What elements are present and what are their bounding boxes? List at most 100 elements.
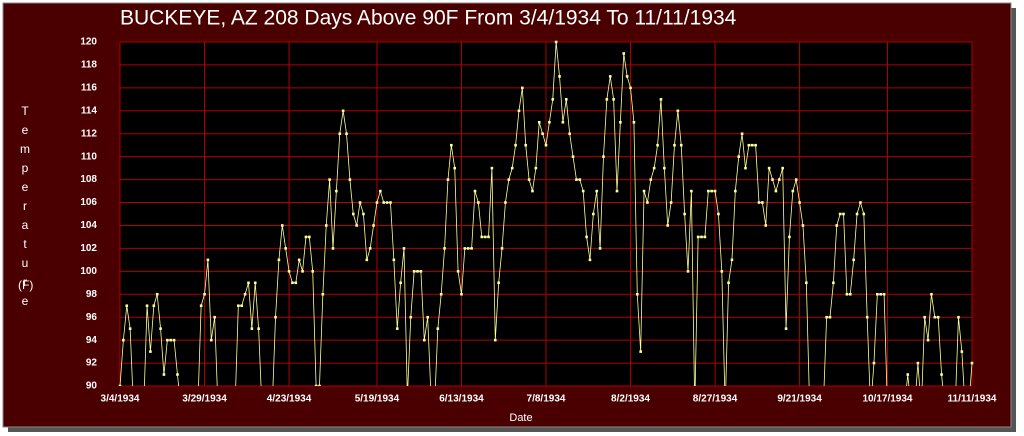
x-tick-label: 5/19/1934 — [355, 394, 400, 405]
data-point — [470, 247, 473, 250]
data-point — [446, 178, 450, 181]
x-axis-label: Date — [509, 412, 532, 424]
data-point — [564, 98, 568, 101]
data-point — [439, 292, 443, 296]
data-point — [659, 98, 663, 101]
data-point — [203, 292, 206, 296]
data-point — [615, 189, 619, 193]
data-point — [362, 212, 365, 216]
data-point — [683, 212, 686, 216]
data-point — [314, 384, 318, 386]
data-point — [155, 292, 159, 296]
data-point — [720, 270, 724, 273]
data-point — [700, 235, 703, 239]
data-point — [287, 270, 291, 273]
x-tick-label: 11/11/1934 — [948, 394, 997, 405]
data-point — [122, 338, 125, 342]
data-point — [882, 292, 886, 296]
data-point — [510, 166, 514, 170]
data-point — [855, 212, 859, 216]
data-point — [531, 189, 534, 193]
x-tick-label: 6/13/1934 — [439, 394, 484, 405]
data-point — [612, 98, 615, 101]
y-tick-label: 106 — [80, 197, 97, 208]
data-point — [389, 201, 392, 204]
data-point — [764, 224, 768, 227]
data-point — [355, 224, 358, 227]
data-point — [304, 235, 308, 239]
y-tick-label: 100 — [80, 266, 97, 277]
data-point — [368, 247, 372, 250]
data-point — [521, 86, 524, 90]
x-tick-label: 7/8/1934 — [527, 394, 566, 405]
data-point — [341, 109, 345, 113]
data-point — [801, 224, 805, 227]
data-point — [149, 350, 152, 353]
series — [118, 40, 974, 386]
data-point — [162, 373, 166, 376]
data-point — [284, 247, 287, 250]
data-point — [598, 247, 602, 250]
data-point — [666, 224, 670, 227]
data-point — [642, 189, 646, 193]
data-point — [348, 178, 352, 181]
y-tick-label: 90 — [86, 381, 98, 392]
y-tick-label: 96 — [86, 312, 98, 323]
data-point — [916, 361, 920, 365]
data-point — [463, 247, 467, 250]
grid — [119, 41, 973, 387]
data-point — [585, 235, 588, 239]
y-tick-label: 112 — [81, 128, 98, 139]
data-point — [166, 338, 169, 342]
data-point — [436, 327, 440, 330]
data-point — [213, 315, 216, 319]
data-point — [771, 178, 774, 181]
data-point — [781, 166, 784, 170]
data-point — [206, 258, 210, 262]
data-point — [794, 178, 798, 181]
data-point — [243, 292, 247, 296]
data-point — [575, 178, 578, 181]
data-point — [497, 281, 500, 285]
data-point — [338, 132, 342, 136]
data-point — [551, 98, 555, 101]
x-tick-label: 3/4/1934 — [101, 394, 140, 405]
data-point — [514, 143, 517, 147]
data-point — [862, 212, 866, 216]
data-point — [717, 212, 720, 216]
data-point — [504, 201, 507, 204]
y-axis-unit: (F) — [18, 278, 34, 292]
data-point — [524, 143, 528, 147]
data-point — [635, 292, 639, 296]
data-point — [128, 327, 132, 330]
data-point — [493, 338, 497, 342]
data-point — [176, 373, 179, 376]
data-point — [595, 189, 599, 193]
data-point — [311, 270, 315, 273]
data-point — [335, 189, 338, 193]
data-point — [301, 270, 304, 273]
y-tick-label: 108 — [80, 174, 97, 185]
data-point — [933, 315, 937, 319]
data-point — [477, 201, 480, 204]
data-point — [646, 201, 649, 204]
data-point — [686, 270, 690, 273]
data-point — [737, 155, 741, 158]
y-tick-label: 120 — [80, 37, 97, 48]
data-point — [257, 327, 260, 330]
data-point — [253, 281, 257, 285]
data-point — [957, 315, 960, 319]
data-point — [754, 143, 757, 147]
data-point — [669, 201, 673, 204]
data-point — [541, 132, 544, 136]
data-point — [777, 178, 781, 181]
data-point — [767, 166, 771, 170]
y-tick-label: 110 — [81, 151, 98, 162]
data-point — [561, 120, 565, 124]
data-point — [791, 189, 795, 193]
data-point — [940, 373, 943, 376]
data-point — [592, 212, 595, 216]
x-tick-label: 10/17/1934 — [862, 394, 912, 405]
y-axis-label: Temperature — [18, 104, 32, 313]
